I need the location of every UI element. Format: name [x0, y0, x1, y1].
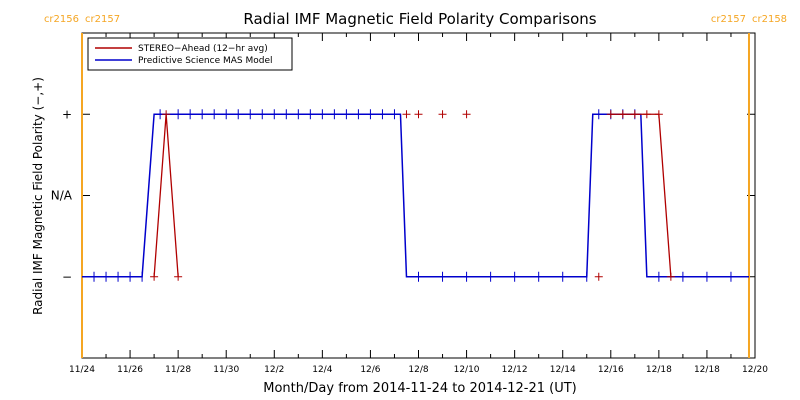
legend-box	[87, 37, 293, 71]
x-tick-label: 12/16	[598, 365, 624, 375]
x-tick-label: 12/2	[264, 365, 284, 375]
model-series-line	[82, 113, 749, 278]
carrington-label-right: cr2157	[85, 14, 120, 25]
carrington-label-left: cr2157	[711, 14, 746, 25]
x-tick-label: 12/8	[408, 365, 428, 375]
y-tick-label: N/A	[51, 189, 73, 203]
y-tick-label: −	[62, 270, 72, 284]
x-tick-label: 12/18	[694, 365, 720, 375]
plot-area: 11/24 11/26 11/28 11/30 12/2 12/4 12/6 12/8 12/1…	[44, 14, 787, 375]
chart-title: Radial IMF Magnetic Field Polarity Compa…	[243, 10, 596, 28]
legend: STEREO−Ahead (12−hr avg) Predictive Scien…	[87, 37, 293, 71]
legend-label: Predictive Science MAS Model	[138, 56, 273, 66]
x-tick-label: 12/14	[550, 365, 576, 375]
x-tick-label: 11/26	[117, 365, 143, 375]
x-tick-label: 12/18	[646, 365, 672, 375]
x-tick-label: 11/24	[69, 365, 95, 375]
x-tick-label: 12/10	[454, 365, 480, 375]
x-tick-label: 12/6	[360, 365, 380, 375]
plot-frame	[81, 32, 756, 359]
stereo-series-line	[153, 114, 179, 277]
legend-label: STEREO−Ahead (12−hr avg)	[138, 44, 268, 54]
carrington-label-left: cr2156	[44, 14, 79, 25]
x-tick-label: 11/28	[165, 365, 191, 375]
x-tick-label: 12/12	[502, 365, 528, 375]
x-tick-label: 11/30	[213, 365, 239, 375]
x-tick-label: 12/4	[312, 365, 332, 375]
carrington-label-right: cr2158	[752, 14, 787, 25]
y-tick-label: +	[62, 107, 72, 121]
y-axis-label: Radial IMF Magnetic Field Polarity (−,+)	[31, 77, 45, 315]
x-tick-label: 12/20	[742, 365, 768, 375]
x-axis-label: Month/Day from 2014-11-24 to 2014-12-21 …	[263, 381, 576, 396]
stereo-series-line	[610, 113, 672, 277]
